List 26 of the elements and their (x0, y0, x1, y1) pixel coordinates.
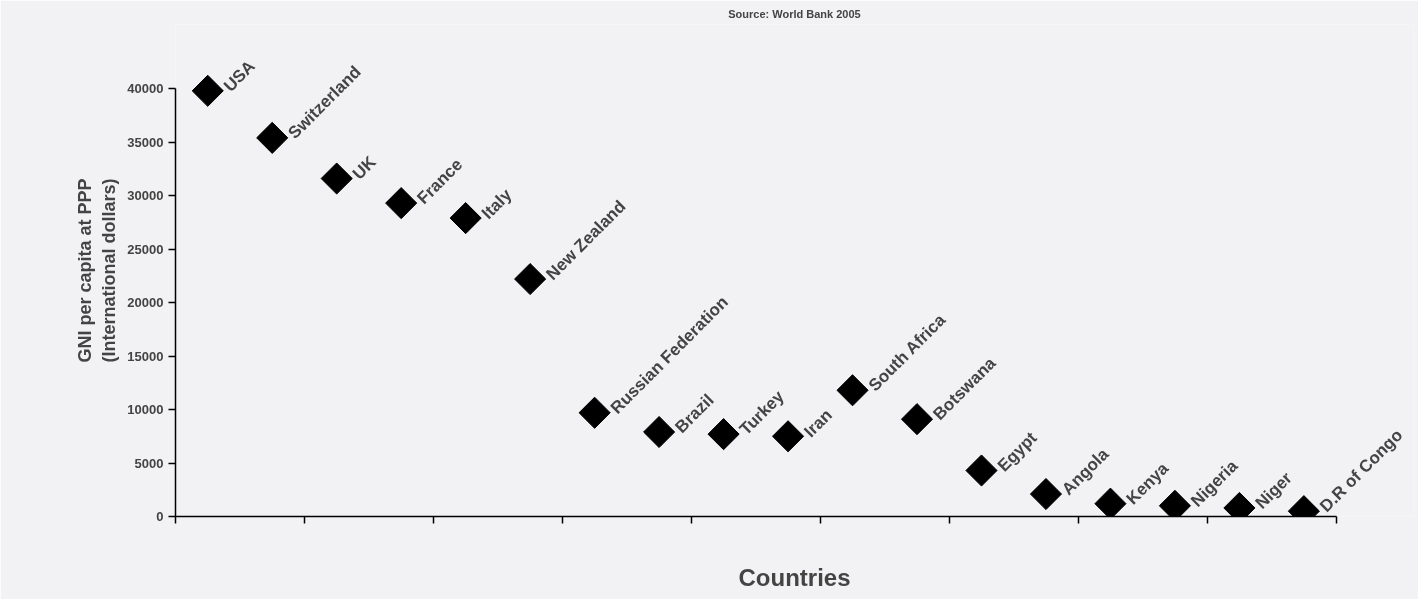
point (643, 415, 676, 449)
point (385, 187, 418, 220)
point (320, 162, 353, 195)
y-tick-label: 15000 (127, 348, 164, 364)
y-tick-label: 30000 (127, 188, 164, 204)
point (514, 263, 547, 296)
y-tick-label: 0 (156, 509, 164, 524)
point (836, 374, 869, 407)
annotation: Iran (800, 405, 836, 441)
x-axis-title: Countries (738, 563, 851, 591)
y-tick-label: 20000 (127, 295, 164, 311)
y-tick-label: 5000 (134, 455, 164, 471)
y-tick-label: 35000 (127, 134, 164, 150)
point (449, 202, 482, 235)
point (900, 403, 934, 436)
chart-title: Source: World Bank 2005 (728, 7, 861, 20)
y-axis-title: GNI per capita at PPP (International dollars) (75, 178, 120, 363)
y-tick-label: 10000 (127, 402, 164, 418)
point (256, 121, 289, 154)
point (1029, 477, 1063, 511)
y-tick-label: 25000 (127, 241, 164, 257)
y-tick-label: 40000 (127, 81, 164, 97)
point (191, 74, 224, 107)
point (578, 396, 611, 429)
annotation: UK (348, 151, 381, 184)
point (965, 454, 998, 487)
